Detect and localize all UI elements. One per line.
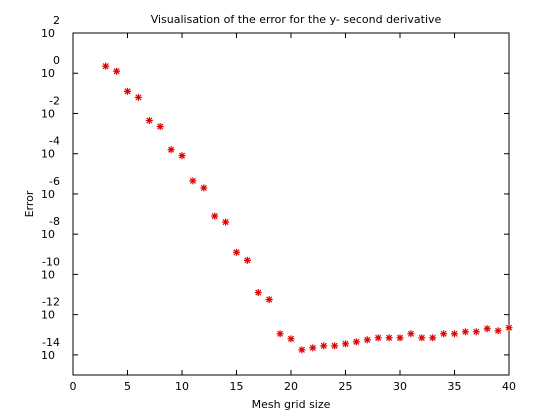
data-point bbox=[156, 123, 164, 131]
data-point bbox=[200, 184, 208, 192]
x-tick-label: 40 bbox=[502, 380, 516, 393]
y-tick-label-base: 10 bbox=[41, 188, 55, 201]
data-point bbox=[211, 212, 219, 220]
x-tick-label: 10 bbox=[175, 380, 189, 393]
x-tick-label: 20 bbox=[284, 380, 298, 393]
data-point bbox=[342, 340, 349, 348]
data-point bbox=[243, 256, 251, 264]
y-tick-label-base: 10 bbox=[41, 148, 55, 161]
data-point bbox=[331, 342, 339, 350]
data-point bbox=[418, 334, 426, 342]
y-tick-label-exponent: -2 bbox=[49, 94, 60, 107]
data-point bbox=[363, 336, 371, 344]
data-point bbox=[505, 324, 513, 332]
y-tick-label-exponent: -4 bbox=[49, 135, 60, 148]
plot-frame bbox=[72, 32, 510, 376]
x-tick-label: 30 bbox=[393, 380, 407, 393]
x-tick-label: 15 bbox=[230, 380, 244, 393]
y-tick-label-base: 10 bbox=[41, 349, 55, 362]
data-point bbox=[461, 328, 469, 336]
data-point bbox=[320, 342, 328, 350]
data-point bbox=[352, 338, 360, 346]
data-point bbox=[102, 62, 110, 70]
data-point bbox=[407, 330, 415, 338]
data-point bbox=[440, 330, 448, 338]
y-tick-label-base: 10 bbox=[41, 268, 55, 281]
data-point bbox=[113, 67, 121, 75]
data-point bbox=[178, 152, 186, 160]
data-point bbox=[287, 335, 295, 343]
data-point bbox=[222, 218, 230, 226]
data-point bbox=[124, 87, 131, 95]
data-point bbox=[265, 296, 273, 304]
data-point bbox=[233, 248, 240, 256]
data-point bbox=[396, 334, 404, 342]
data-point bbox=[189, 177, 197, 185]
data-point bbox=[254, 289, 262, 297]
data-point bbox=[167, 146, 175, 154]
y-tick-label-exponent: -8 bbox=[49, 215, 60, 228]
y-tick-label-exponent: -10 bbox=[42, 255, 60, 268]
x-tick-label: 0 bbox=[70, 380, 77, 393]
x-tick-label: 5 bbox=[124, 380, 131, 393]
data-point bbox=[309, 344, 317, 352]
y-tick-label-exponent: 2 bbox=[53, 14, 60, 27]
chart-title: Visualisation of the error for the y- se… bbox=[151, 13, 442, 26]
y-tick-label-base: 10 bbox=[41, 107, 55, 120]
x-tick-label: 25 bbox=[339, 380, 353, 393]
data-point bbox=[298, 346, 306, 354]
y-tick-label-exponent: -6 bbox=[49, 175, 60, 188]
x-tick-label: 35 bbox=[448, 380, 462, 393]
data-point bbox=[494, 327, 502, 335]
y-tick-label-base: 10 bbox=[41, 309, 55, 322]
data-series bbox=[102, 62, 513, 354]
y-axis-label: Error bbox=[23, 190, 36, 217]
y-tick-label-exponent: -12 bbox=[42, 296, 60, 309]
y-tick-label-base: 10 bbox=[41, 27, 55, 40]
data-point bbox=[429, 334, 437, 342]
data-point bbox=[451, 330, 458, 338]
y-tick-label-exponent: -14 bbox=[42, 336, 60, 349]
y-tick-label-base: 10 bbox=[41, 67, 55, 80]
data-point bbox=[385, 334, 393, 342]
y-tick-label-base: 10 bbox=[41, 228, 55, 241]
data-point bbox=[374, 334, 382, 342]
y-tick-label-exponent: 0 bbox=[53, 54, 60, 67]
data-point bbox=[134, 93, 142, 101]
data-point bbox=[472, 328, 480, 336]
data-point bbox=[145, 117, 153, 125]
x-axis: 0 5 10 15 20 25 30 35 40 bbox=[70, 33, 516, 393]
x-axis-label: Mesh grid size bbox=[252, 398, 331, 411]
data-point bbox=[276, 330, 284, 338]
data-point bbox=[483, 325, 491, 333]
